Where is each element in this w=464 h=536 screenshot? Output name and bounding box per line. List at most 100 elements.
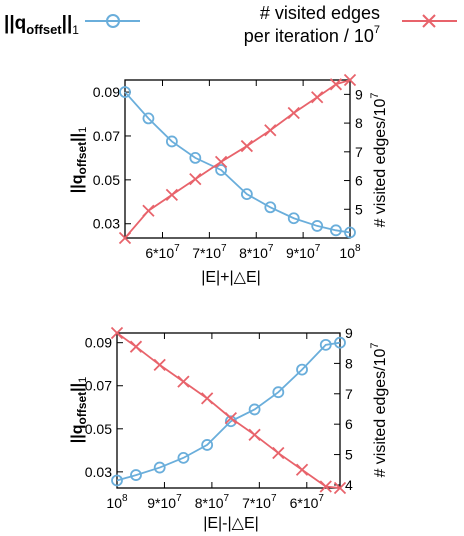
data-point-x — [118, 231, 132, 245]
data-point-x — [295, 463, 309, 476]
data-point-x — [201, 392, 214, 405]
svg-text:per iteration / 107: per iteration / 107 — [244, 24, 380, 46]
data-point-circle — [319, 338, 332, 351]
data-point-x — [110, 326, 124, 340]
y-left-axis-label: ||qoffset||1 — [69, 127, 89, 193]
data-point-circle — [344, 226, 356, 239]
y-left-tick-label: 0.03 — [93, 216, 120, 232]
data-point-x — [272, 446, 285, 460]
series-line — [124, 79, 351, 239]
data-point-x — [333, 481, 347, 495]
legend-qoffset-tail: || — [62, 13, 73, 34]
data-point-circle — [215, 164, 227, 176]
y-right-tick-label: 6 — [355, 173, 363, 189]
legend-qoffset-marker — [106, 14, 120, 28]
data-point-x — [142, 204, 155, 217]
data-point-circle — [264, 201, 277, 214]
x-tick-label: 9*107 — [286, 243, 321, 261]
data-point-circle — [334, 336, 346, 349]
legend-visited-line2: per iteration / 10 — [244, 26, 374, 46]
y-left-tick-label: 0.05 — [93, 172, 120, 188]
data-point-x — [329, 78, 343, 91]
x-tick-label: 108 — [106, 493, 128, 511]
y-right-axis-label: # visited edges/107 — [369, 92, 389, 227]
x-tick-label: 8*107 — [239, 243, 274, 261]
data-point-x — [189, 172, 202, 186]
data-point-circle — [130, 469, 142, 481]
data-point-circle — [111, 474, 123, 487]
y-right-tick-label: 5 — [355, 201, 363, 217]
y-right-tick-label: 9 — [345, 325, 353, 341]
svg-text:||qoffset||1: ||qoffset||1 — [4, 13, 79, 37]
data-point-x — [319, 480, 332, 493]
y-right-tick-label: 8 — [345, 355, 353, 371]
y-left-tick-label: 0.05 — [85, 421, 112, 437]
data-point-circle — [201, 439, 214, 451]
x-tick-label: 7*107 — [242, 493, 277, 511]
x-axis-label: |E|+|△E| — [201, 269, 261, 286]
y-right-tick-label: 7 — [345, 386, 353, 402]
data-point-circle — [287, 212, 300, 225]
y-left-tick-label: 0.09 — [85, 335, 112, 351]
legend-item-qoffset: ||qoffset||1 — [4, 13, 140, 37]
legend-qoffset-main: ||q — [4, 13, 26, 34]
plot-top: |E|+|△E| ||qoffset||1 # visited edges/10… — [69, 73, 389, 286]
y-right-axis-label: # visited edges/107 — [369, 342, 389, 477]
legend-visited-marker — [422, 14, 436, 28]
data-point-x — [214, 155, 228, 169]
data-point-circle — [177, 451, 190, 464]
x-axis-label: |E|-|△E| — [203, 515, 259, 532]
x-tick-label: 108 — [339, 243, 361, 261]
data-point-x — [287, 106, 300, 120]
data-point-x — [165, 188, 179, 202]
data-point-circle — [248, 403, 261, 416]
x-tick-label: 6*107 — [290, 493, 325, 511]
legend-qoffset-sub2: 1 — [72, 23, 79, 37]
legend-qoffset-sub: offset — [26, 22, 62, 37]
data-point-circle — [272, 386, 285, 399]
data-point-circle — [142, 112, 155, 125]
legend-visited-line1: # visited edges — [260, 3, 380, 23]
data-point-circle — [296, 363, 308, 376]
data-point-x — [264, 124, 277, 137]
legend-item-visited-edges: # visited edges per iteration / 107 — [244, 3, 457, 46]
data-point-circle — [153, 461, 166, 474]
y-left-tick-label: 0.03 — [85, 464, 112, 480]
data-point-x — [311, 91, 324, 104]
data-point-circle — [330, 224, 342, 237]
data-point-x — [248, 428, 261, 441]
x-tick-label: 6*107 — [145, 243, 180, 261]
x-tick-label: 9*107 — [147, 493, 182, 511]
data-point-circle — [119, 86, 131, 98]
y-right-tick-label: 5 — [345, 447, 353, 463]
plot-frame — [124, 79, 351, 239]
y-right-tick-label: 6 — [345, 416, 353, 432]
data-point-x — [343, 73, 357, 87]
y-right-tick-label: 9 — [355, 86, 363, 102]
data-point-circle — [189, 152, 202, 164]
y-right-tick-label: 8 — [355, 115, 363, 131]
legend-visited-sup: 7 — [374, 24, 380, 36]
data-point-x — [240, 139, 254, 153]
plot-bottom: |E|-|△E| ||qoffset||1 # visited edges/10… — [69, 325, 389, 532]
data-point-x — [224, 411, 238, 425]
y-right-tick-label: 4 — [345, 477, 353, 493]
x-tick-label: 8*107 — [195, 493, 230, 511]
data-point-circle — [240, 188, 253, 201]
y-left-tick-label: 0.07 — [85, 378, 112, 394]
data-point-circle — [311, 220, 324, 232]
data-point-circle — [165, 135, 178, 148]
y-left-tick-label: 0.09 — [93, 84, 120, 100]
y-right-tick-label: 7 — [355, 144, 363, 160]
legend: ||qoffset||1 # visited edges per iterati… — [4, 3, 457, 46]
data-point-x — [129, 340, 143, 353]
y-left-tick-label: 0.07 — [93, 128, 120, 144]
series-line — [124, 91, 351, 234]
data-point-x — [177, 375, 190, 388]
y-left-axis-label: ||qoffset||1 — [69, 377, 89, 443]
x-tick-label: 7*107 — [192, 243, 227, 261]
plot-frame — [116, 332, 341, 489]
series-line — [116, 341, 341, 482]
data-point-x — [153, 358, 166, 372]
